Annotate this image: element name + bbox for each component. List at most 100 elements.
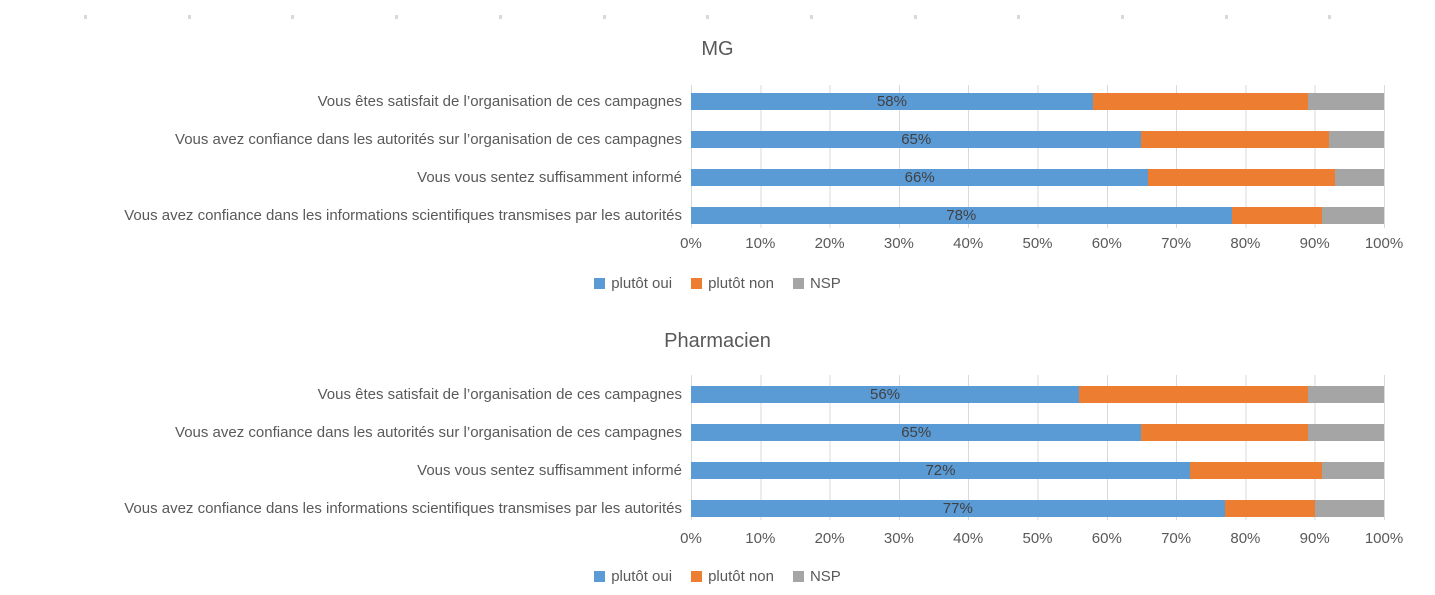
ruler-tick [706, 15, 710, 19]
bar-row: 58% [691, 93, 1384, 110]
bar-row: 77% [691, 500, 1384, 517]
bar-segment-plutot-non [1148, 169, 1336, 186]
legend-label: plutôt non [708, 275, 774, 292]
category-label: Vous avez confiance dans les autorités s… [175, 131, 682, 148]
bar-row: 65% [691, 131, 1384, 148]
x-axis-tick-label: 60% [1091, 235, 1122, 252]
data-label: 72% [925, 462, 956, 479]
bar-row: 66% [691, 169, 1384, 186]
bar-segment-plutot-non [1189, 462, 1322, 479]
ruler-tick [913, 15, 917, 19]
legend-item-plutot-oui: plutôt oui [594, 275, 672, 292]
ruler-tick [291, 15, 295, 19]
data-label: 58% [876, 93, 907, 110]
legend-swatch-nsp [792, 278, 804, 289]
bar-segment-plutot-non [1079, 386, 1308, 403]
bar-row: 78% [691, 207, 1384, 224]
ruler-tick [1328, 15, 1332, 19]
bar-row: 65% [691, 424, 1384, 441]
category-label: Vous êtes satisfait de l’organisation de… [317, 386, 682, 403]
ruler-tick [602, 15, 606, 19]
data-label: 77% [942, 500, 973, 517]
legend-item-plutot-non: plutôt non [691, 568, 774, 585]
legend-label: NSP [809, 275, 841, 292]
x-axis-tick-label: 30% [883, 530, 914, 547]
bar-segment-plutot-non [1092, 93, 1308, 110]
legend-swatch-plutot-oui [594, 571, 606, 582]
data-label: 66% [904, 169, 935, 186]
data-label: 56% [870, 386, 901, 403]
x-axis-tick-label: 70% [1161, 235, 1192, 252]
legend-label: plutôt non [708, 568, 774, 585]
legend: plutôt oui plutôt non NSP [0, 568, 1435, 585]
legend-swatch-plutot-non [691, 571, 703, 582]
x-axis-tick-label: 90% [1299, 235, 1330, 252]
bar-segment-plutot-oui: 78% [691, 207, 1232, 224]
x-axis-tick-label: 40% [953, 235, 984, 252]
x-axis-tick-label: 20% [814, 530, 845, 547]
ruler-tick [84, 15, 87, 19]
legend-item-nsp: NSP [792, 275, 841, 292]
legend-label: plutôt oui [611, 568, 673, 585]
ruler-tick [395, 15, 399, 19]
x-axis-tick-label: 50% [1022, 235, 1053, 252]
bar-segment-nsp [1314, 500, 1384, 517]
x-axis-tick-label: 10% [745, 235, 776, 252]
x-axis-tick-label: 90% [1299, 530, 1330, 547]
legend-swatch-plutot-non [691, 278, 703, 289]
chart-title: MG [701, 38, 734, 60]
category-label: Vous vous sentez suffisamment informé [417, 462, 682, 479]
data-label: 65% [901, 424, 932, 441]
bar-segment-nsp [1328, 131, 1384, 148]
x-axis-tick-label: 20% [814, 235, 845, 252]
category-label: Vous avez confiance dans les autorités s… [175, 424, 682, 441]
legend-item-plutot-non: plutôt non [691, 275, 774, 292]
legend-label: NSP [809, 568, 841, 585]
ruler-tick [1017, 15, 1021, 19]
legend-label: plutôt oui [611, 275, 673, 292]
bar-row: 72% [691, 462, 1384, 479]
x-axis-tick-label: 50% [1022, 530, 1053, 547]
x-axis-tick-label: 0% [680, 530, 702, 547]
bar-segment-plutot-non [1141, 131, 1329, 148]
category-label: Vous êtes satisfait de l’organisation de… [317, 93, 682, 110]
chart-title: Pharmacien [664, 330, 771, 352]
plot-area: 58% 65% 66% 78% [691, 85, 1385, 228]
ruler-tick [498, 15, 502, 19]
x-axis-tick-label: 80% [1230, 235, 1261, 252]
x-axis-tick-label: 40% [953, 530, 984, 547]
plot-area: 56% 65% 72% 77% [691, 375, 1385, 520]
bar-segment-nsp [1307, 386, 1384, 403]
bar-segment-plutot-oui: 65% [691, 131, 1142, 148]
x-axis-tick-label: 0% [680, 235, 702, 252]
legend-item-plutot-oui: plutôt oui [594, 568, 672, 585]
ruler-tick [1121, 15, 1124, 19]
x-axis-tick-label: 60% [1091, 530, 1122, 547]
x-axis-tick-label: 30% [883, 235, 914, 252]
category-label: Vous vous sentez suffisamment informé [417, 169, 682, 186]
x-axis-tick-label: 100% [1364, 235, 1404, 252]
bar-segment-plutot-non [1141, 424, 1308, 441]
data-label: 78% [946, 207, 977, 224]
bar-segment-nsp [1321, 207, 1384, 224]
ruler-tick [187, 15, 191, 19]
bar-segment-plutot-oui: 72% [691, 462, 1190, 479]
bar-row: 56% [691, 386, 1384, 403]
legend: plutôt oui plutôt non NSP [0, 275, 1435, 292]
legend-swatch-plutot-oui [594, 278, 606, 289]
bar-segment-plutot-oui: 66% [691, 169, 1149, 186]
x-axis-tick-label: 100% [1364, 530, 1404, 547]
bar-segment-plutot-oui: 65% [691, 424, 1142, 441]
legend-item-nsp: NSP [792, 568, 841, 585]
x-axis-tick-label: 10% [745, 530, 776, 547]
chart-pharmacien: Pharmacien 56% 65% 72% 77% Vous êtes satisfai… [0, 325, 1435, 595]
bar-segment-nsp [1335, 169, 1384, 186]
chart-mg: MG 58% 65% 66% 78% Vous êtes satisfait de l’o… [0, 30, 1435, 305]
category-label: Vous avez confiance dans les information… [124, 207, 682, 224]
ruler-tick [809, 15, 813, 19]
bar-segment-nsp [1321, 462, 1384, 479]
bar-segment-plutot-oui: 58% [691, 93, 1093, 110]
x-axis-tick-label: 80% [1230, 530, 1261, 547]
data-label: 65% [901, 131, 932, 148]
bar-segment-plutot-non [1231, 207, 1322, 224]
